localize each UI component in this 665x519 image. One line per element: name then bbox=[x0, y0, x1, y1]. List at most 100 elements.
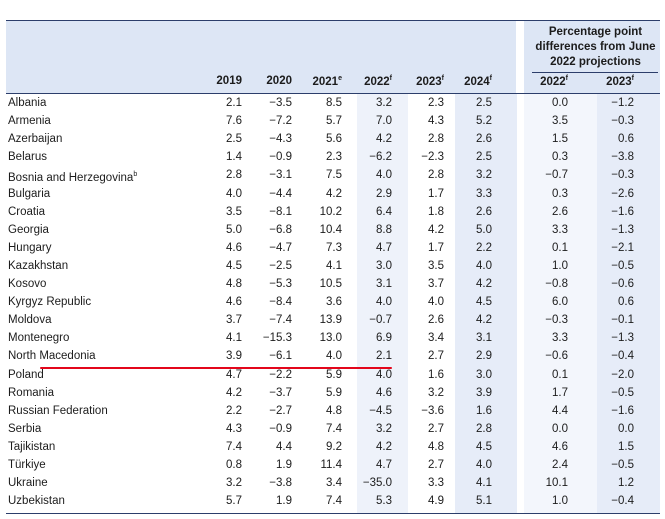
country-name: Poland bbox=[8, 368, 44, 381]
country-name: Uzbekistan bbox=[8, 495, 65, 508]
value-cell: 6.4 bbox=[376, 205, 392, 218]
pp-diff-cell: 3.3 bbox=[552, 223, 568, 236]
value-cell: −4.7 bbox=[269, 241, 292, 254]
value-cell: −6.8 bbox=[269, 223, 292, 236]
value-cell: 1.8 bbox=[428, 205, 444, 218]
value-cell: −35.0 bbox=[362, 477, 392, 490]
pp-diff-cell: 6.0 bbox=[552, 296, 568, 309]
value-cell: 2.5 bbox=[476, 151, 492, 164]
value-cell: 3.5 bbox=[428, 259, 444, 272]
value-cell: 8.8 bbox=[376, 223, 392, 236]
value-cell: 3.0 bbox=[476, 368, 492, 381]
bottom-rule bbox=[6, 513, 660, 514]
pp-diff-cell: −1.3 bbox=[611, 332, 634, 345]
pp-diff-cell: −2.0 bbox=[611, 368, 634, 381]
value-cell: −4.3 bbox=[269, 133, 292, 146]
pp-diff-cell: −0.4 bbox=[611, 350, 634, 363]
value-cell: 7.4 bbox=[326, 422, 342, 435]
value-cell: −3.7 bbox=[269, 386, 292, 399]
value-cell: 3.2 bbox=[428, 386, 444, 399]
country-name: North Macedonia bbox=[8, 350, 96, 363]
value-cell: 3.3 bbox=[476, 187, 492, 200]
value-cell: 2.3 bbox=[326, 151, 342, 164]
pp-diff-cell: −0.4 bbox=[611, 495, 634, 508]
pp-diff-cell: 3.3 bbox=[552, 332, 568, 345]
value-cell: 2.2 bbox=[226, 404, 242, 417]
pp-diff-cell: −0.3 bbox=[611, 169, 634, 182]
pp-diff-cell: −0.8 bbox=[545, 278, 568, 290]
value-cell: 4.2 bbox=[376, 133, 392, 146]
country-name: Albania bbox=[8, 97, 47, 109]
header-band bbox=[6, 20, 516, 94]
value-cell: 1.6 bbox=[428, 368, 444, 381]
value-cell: 4.3 bbox=[226, 422, 242, 435]
value-cell: 4.7 bbox=[376, 241, 392, 254]
value-cell: 13.9 bbox=[319, 314, 342, 327]
value-cell: 2.8 bbox=[428, 133, 444, 146]
header-band-pp bbox=[524, 20, 660, 94]
value-cell: 4.6 bbox=[376, 386, 392, 399]
pp-diff-cell: 0.3 bbox=[552, 151, 568, 164]
value-cell: 3.2 bbox=[376, 97, 392, 109]
value-cell: 3.3 bbox=[428, 477, 444, 490]
pp-diff-cell: −0.7 bbox=[545, 169, 568, 182]
country-name: Georgia bbox=[8, 223, 49, 236]
value-cell: 3.2 bbox=[226, 477, 242, 490]
value-cell: 4.8 bbox=[428, 440, 444, 453]
pp-title-rule bbox=[532, 72, 658, 73]
value-cell: 4.0 bbox=[226, 187, 242, 200]
value-cell: 4.4 bbox=[276, 440, 292, 453]
pp-diff-cell: 2.4 bbox=[552, 459, 568, 471]
pp-diff-cell: 0.3 bbox=[552, 187, 568, 200]
value-cell: 4.8 bbox=[226, 278, 242, 290]
value-cell: 3.0 bbox=[376, 259, 392, 272]
value-cell: 3.1 bbox=[476, 332, 492, 345]
value-cell: 2.8 bbox=[226, 169, 242, 182]
country-name: Montenegro bbox=[8, 332, 70, 345]
value-cell: −7.4 bbox=[269, 314, 292, 327]
value-cell: 3.2 bbox=[376, 422, 392, 435]
value-cell: 9.2 bbox=[326, 440, 342, 453]
country-name: Bulgaria bbox=[8, 187, 51, 200]
year-header-2: 2021e bbox=[312, 75, 343, 88]
value-cell: −6.2 bbox=[369, 151, 392, 164]
pp-diff-cell: 0.0 bbox=[618, 422, 634, 435]
value-cell: 1.9 bbox=[276, 495, 292, 508]
value-cell: 2.7 bbox=[428, 350, 444, 363]
value-cell: 4.9 bbox=[428, 495, 444, 508]
value-cell: 5.0 bbox=[226, 223, 242, 236]
pp-diff-cell: 2.6 bbox=[552, 205, 568, 218]
pp-diff-cell: −2.1 bbox=[611, 241, 634, 254]
pp-differences-title: Percentage point differences from June 2… bbox=[527, 25, 664, 70]
value-cell: 4.0 bbox=[376, 169, 392, 182]
value-cell: 4.6 bbox=[226, 296, 242, 309]
value-cell: 4.7 bbox=[226, 368, 242, 381]
country-name: Ukraine bbox=[8, 477, 48, 490]
pp-diff-cell: −1.2 bbox=[611, 97, 634, 109]
pp-diff-cell: 10.1 bbox=[545, 477, 568, 490]
pp-diff-cell: −0.6 bbox=[545, 350, 568, 363]
value-cell: 4.2 bbox=[476, 314, 492, 327]
value-cell: 4.2 bbox=[476, 278, 492, 290]
pp-diff-cell: 4.4 bbox=[552, 404, 568, 417]
value-cell: 11.4 bbox=[320, 459, 342, 471]
value-cell: 2.6 bbox=[476, 205, 492, 218]
value-cell: 4.3 bbox=[428, 115, 444, 128]
pp-diff-cell: −1.6 bbox=[611, 205, 634, 218]
value-cell: −2.7 bbox=[269, 404, 292, 417]
pp-diff-cell: 0.0 bbox=[552, 422, 568, 435]
country-name: Azerbaijan bbox=[8, 133, 63, 146]
value-cell: −4.4 bbox=[269, 187, 292, 200]
country-name: Hungary bbox=[8, 241, 52, 254]
value-cell: −8.4 bbox=[269, 296, 292, 309]
value-cell: 2.1 bbox=[376, 350, 392, 363]
pp-title-line1: Percentage point bbox=[548, 26, 643, 38]
pp-diff-cell: 0.1 bbox=[552, 368, 568, 381]
pp-title-line3: 2022 projections bbox=[550, 56, 641, 68]
country-name: Tajikistan bbox=[8, 440, 56, 453]
country-name: Croatia bbox=[8, 205, 46, 218]
value-cell: 3.7 bbox=[428, 278, 444, 290]
pp-diff-cell: −0.5 bbox=[611, 259, 634, 272]
country-name: Kosovo bbox=[8, 278, 47, 290]
value-cell: 7.3 bbox=[326, 241, 342, 254]
